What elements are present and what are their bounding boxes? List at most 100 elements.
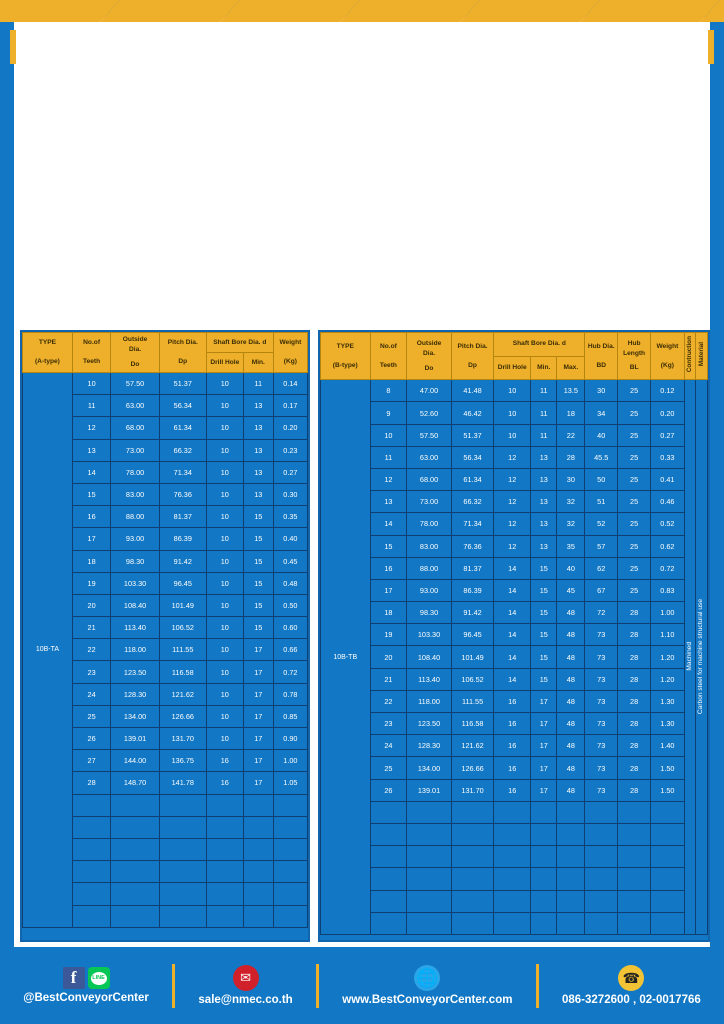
th-b-hubdia-l1: Hub Dia.	[587, 342, 615, 350]
phone-icon[interactable]: ☎	[618, 965, 645, 991]
th-b-min: Min.	[530, 355, 558, 381]
table-cell: 48	[556, 712, 586, 736]
table-cell: 17	[242, 704, 274, 729]
globe-icon[interactable]: 🌐	[414, 965, 441, 991]
table-cell: 0.50	[272, 593, 309, 618]
th-b-material: Material	[695, 331, 708, 381]
table-cell: 17	[242, 771, 274, 795]
table-cell: 73	[584, 778, 619, 802]
table-cell: 144.00	[110, 749, 160, 773]
table-cell: 19	[71, 571, 112, 595]
table-row: 17 93.00 86.39 10 15 0.40	[23, 527, 309, 551]
table-cell-empty	[556, 911, 586, 935]
table-row: 18 98.30 91.42 10 15 0.45	[23, 549, 309, 573]
table-a-body: 10B-TA 10 57.50 51.37 10 11 0.14 11 63.00 56.34 10…	[22, 371, 309, 928]
table-cell: 11	[369, 445, 408, 469]
th-b-outside-dia: Outside Dia. Do	[406, 331, 452, 381]
table-cell: 10	[205, 416, 244, 440]
table-row: 19 103.30 96.45 10 15 0.48	[23, 571, 309, 595]
table-cell: 0.20	[650, 401, 685, 425]
table-cell: 34	[584, 401, 619, 425]
table-cell: 57.50	[406, 423, 452, 447]
table-cell: 0.40	[272, 527, 309, 551]
th-a-teeth: No.of Teeth	[71, 332, 112, 373]
table-cell: 139.01	[406, 778, 452, 802]
table-cell: 32	[556, 490, 586, 514]
table-cell-empty	[450, 911, 495, 935]
th-a-weight: Weight (Kg)	[272, 332, 309, 373]
table-cell: 10	[205, 394, 244, 418]
table-cell-empty	[369, 800, 408, 824]
table-cell: 28	[617, 667, 652, 691]
table-cell: 25	[617, 534, 652, 558]
table-cell: 0.33	[650, 445, 685, 469]
table-cell: 1.30	[650, 689, 685, 714]
th-a-min: Min.	[242, 352, 274, 373]
table-cell: 73	[584, 734, 619, 758]
table-cell-empty	[556, 867, 586, 891]
table-cell: 1.20	[650, 667, 685, 691]
table-row: 12 68.00 61.34 12 13 30 50 25 0.41	[321, 467, 708, 492]
table-cell-empty	[650, 845, 685, 869]
table-cell: 15	[242, 549, 274, 573]
table-cell: 19	[369, 623, 408, 647]
table-cell: 21	[369, 667, 408, 691]
table-cell: 25	[369, 756, 408, 780]
footer-phone[interactable]: ☎ 086-3272600 , 02-0017766	[539, 965, 724, 1006]
table-cell: 123.50	[110, 660, 160, 684]
table-cell: 0.90	[272, 726, 309, 751]
table-cell: 72	[584, 601, 619, 625]
table-cell: 28	[71, 771, 112, 795]
line-icon[interactable]: LINE	[87, 967, 110, 989]
th-a-weight-l2: (Kg)	[283, 358, 297, 365]
footer-email[interactable]: ✉ sale@nmec.co.th	[175, 965, 316, 1006]
table-cell: 10	[205, 438, 244, 462]
table-cell-empty	[272, 860, 309, 884]
table-row-empty	[321, 889, 708, 913]
table-cell: 91.42	[450, 601, 495, 625]
table-cell: 123.50	[406, 712, 452, 736]
table-cell: 28	[617, 623, 652, 647]
th-b-teeth-l1: No.of	[379, 342, 397, 350]
table-cell: 73	[584, 756, 619, 780]
footer-website[interactable]: 🌐 www.BestConveyorCenter.com	[319, 965, 536, 1006]
table-cell: 15	[71, 482, 112, 507]
table-row: 22 118.00 111.55 10 17 0.66	[23, 638, 309, 662]
table-row: 27 144.00 136.75 16 17 1.00	[23, 749, 309, 773]
table-cell: 23	[71, 660, 112, 684]
table-row: 24 128.30 121.62 16 17 48 73 28 1.40	[321, 734, 708, 758]
table-cell: 48	[556, 756, 586, 780]
table-cell-empty	[272, 904, 309, 928]
th-a-type: TYPE (A-type)	[22, 332, 73, 373]
table-cell-empty	[650, 867, 685, 891]
footer-phone-text: 086-3272600 , 02-0017766	[562, 994, 701, 1006]
th-b-hubdia-l2: BD	[596, 361, 606, 369]
table-cell-empty	[369, 867, 408, 891]
table-cell: 0.14	[272, 371, 309, 396]
table-cell-empty	[530, 800, 558, 824]
table-cell: 96.45	[158, 571, 207, 595]
table-cell-empty	[158, 837, 207, 862]
table-cell: 35	[556, 534, 586, 558]
table-cell: 30	[556, 467, 586, 492]
table-cell: 18	[71, 549, 112, 573]
table-cell: 48	[556, 623, 586, 647]
facebook-icon[interactable]: f	[62, 967, 85, 989]
table-row: 25 134.00 126.66 10 17 0.85	[23, 704, 309, 729]
th-b-pitch-dia: Pitch Dia. Dp	[450, 331, 495, 381]
footer-social[interactable]: f LINE @BestConveyorCenter	[0, 967, 172, 1004]
table-cell: 17	[242, 638, 274, 662]
email-icon[interactable]: ✉	[232, 965, 259, 991]
table-cell-empty	[450, 889, 495, 913]
table-cell: 17	[530, 734, 558, 758]
table-cell: 25	[617, 467, 652, 492]
table-cell: 15	[530, 623, 558, 647]
table-cell: 18	[556, 401, 586, 425]
table-cell: 113.40	[406, 667, 452, 691]
th-a-teeth-l2: Teeth	[83, 358, 101, 365]
th-b-construction-text: Contruction	[686, 336, 693, 373]
table-cell-empty	[272, 882, 309, 906]
table-cell: 1.20	[650, 645, 685, 669]
table-cell: 32	[556, 512, 586, 536]
table-cell: 108.40	[406, 645, 452, 669]
